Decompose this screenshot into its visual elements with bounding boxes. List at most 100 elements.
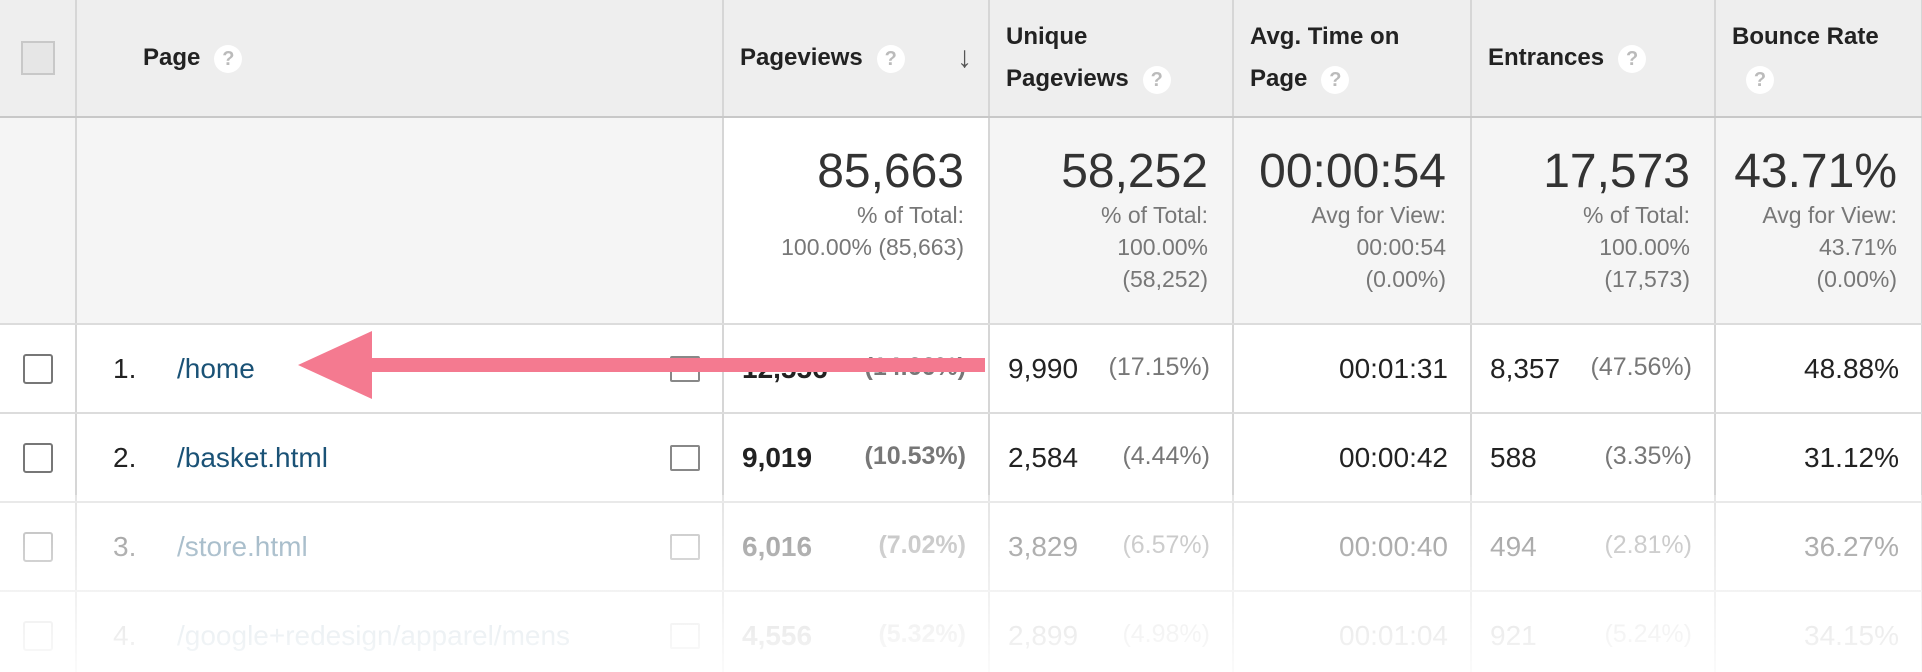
data-row: 4. /google+redesign/apparel/mens 4,556 (5.3… (0, 591, 1922, 672)
total-value: 43.71% (1734, 145, 1897, 198)
column-title: Unique Pageviews (1006, 23, 1129, 92)
metric-cell: 9,019 (10.53%) (723, 413, 990, 503)
metric-percent: (2.81%) (1604, 530, 1692, 559)
metric-wrap: 8,357 (47.56%) (1472, 353, 1714, 385)
metric-percent: (47.56%) (1590, 352, 1692, 381)
open-page-icon[interactable] (670, 444, 700, 471)
metric-value: 2,899 (1008, 619, 1079, 651)
metric-wrap: 2,584 (4.44%) (990, 442, 1232, 474)
metric-cell: 588 (3.35%) (1471, 413, 1716, 503)
page-cell: 3. /store.html (76, 502, 724, 592)
page-wrap: 4. /google+redesign/apparel/mens (77, 620, 722, 652)
total-detail: (17,573) (1604, 266, 1690, 292)
header-row: Page? Pageviews? ↓ Unique Pageviews? Avg. Ti… (0, 0, 1922, 118)
total-caption: % of Total: (1583, 202, 1690, 228)
metric-value: 6,016 (742, 530, 813, 562)
row-index: 3. (113, 530, 137, 562)
row-index: 1. (113, 352, 137, 384)
metric-cell: 494 (2.81%) (1471, 502, 1716, 592)
metric-percent: (14.66%) (864, 352, 966, 381)
metric-cell: 3,829 (6.57%) (989, 502, 1234, 592)
row-checkbox[interactable] (22, 531, 53, 562)
column-header[interactable]: Avg. Time on Page? (1233, 0, 1472, 118)
metric-wrap: 9,019 (10.53%) (724, 442, 988, 474)
row-checkbox[interactable] (22, 620, 53, 651)
time-cell: 00:01:04 (1233, 591, 1472, 672)
column-header[interactable]: Pageviews? ↓ (723, 0, 990, 118)
total-detail: (0.00%) (1816, 266, 1897, 292)
help-icon[interactable]: ? (1142, 65, 1171, 94)
column-header[interactable]: Unique Pageviews? (989, 0, 1234, 118)
checkbox-cell (0, 502, 77, 592)
metric-value: 921 (1490, 619, 1537, 651)
metric-value: 8,357 (1490, 352, 1561, 384)
select-all-checkbox[interactable] (20, 41, 55, 75)
metric-value: 9,019 (742, 441, 813, 473)
page-link[interactable]: /store.html (177, 530, 308, 562)
time-cell: 00:00:40 (1233, 502, 1472, 592)
total-detail: 100.00% (85,663) (781, 234, 964, 260)
page-link[interactable]: /home (177, 352, 255, 384)
column-header[interactable]: Entrances? (1471, 0, 1716, 118)
column-header[interactable]: Bounce Rate? (1715, 0, 1922, 118)
total-cell: 85,663 % of Total: 100.00% (85,663) (723, 117, 990, 325)
data-row: 2. /basket.html 9,019 (10.53%) 2,584 (4.44%) 0… (0, 413, 1922, 503)
total-caption: Avg for View: (1762, 202, 1897, 228)
total-value: 00:00:54 (1259, 145, 1446, 198)
metric-wrap: 9,990 (17.15%) (990, 353, 1232, 385)
metric-percent: (6.57%) (1122, 530, 1210, 559)
metric-percent: (10.53%) (864, 441, 966, 470)
metric-cell: 9,990 (17.15%) (989, 324, 1234, 414)
row-checkbox[interactable] (22, 442, 53, 473)
help-icon[interactable]: ? (1746, 65, 1774, 94)
metric-percent: (3.35%) (1604, 441, 1692, 470)
metric-cell: 4,556 (5.32%) (723, 591, 990, 672)
column-title: Page (143, 44, 201, 71)
totals-row: 85,663 % of Total: 100.00% (85,663) 58,252%… (0, 117, 1922, 325)
help-icon[interactable]: ? (1321, 65, 1350, 94)
metric-cell: 2,584 (4.44%) (989, 413, 1234, 503)
help-icon[interactable]: ? (214, 44, 243, 73)
column-title: Bounce Rate (1732, 23, 1879, 50)
metric-wrap: 921 (5.24%) (1472, 620, 1714, 652)
total-cell: 00:00:54 Avg for View: 00:00:54 (0.00%) (1233, 117, 1472, 325)
page-cell: 4. /google+redesign/apparel/mens (76, 591, 724, 672)
metric-wrap: 3,829 (6.57%) (990, 531, 1232, 563)
metric-value: 9,990 (1008, 352, 1079, 384)
help-icon[interactable]: ? (1618, 44, 1647, 73)
bounce-cell: 36.27% (1715, 502, 1922, 592)
page-wrap: 2. /basket.html (77, 442, 722, 474)
page-link[interactable]: /google+redesign/apparel/mens (177, 619, 571, 651)
total-caption: % of Total: (1101, 202, 1208, 228)
metric-percent: (7.02%) (878, 530, 966, 559)
help-icon[interactable]: ? (876, 44, 905, 73)
column-header[interactable]: Page? (76, 0, 724, 118)
data-row: 1. /home 12,556 (14.66%) 9,990 (17.15%) 00:01:… (0, 324, 1922, 414)
bounce-cell: 31.12% (1715, 413, 1922, 503)
time-cell: 00:00:42 (1233, 413, 1472, 503)
sort-arrow[interactable]: ↓ (957, 41, 972, 74)
empty-cell (0, 117, 77, 325)
open-page-icon[interactable] (670, 622, 700, 649)
total-detail: 00:00:54 (1356, 234, 1446, 260)
total-value: 17,573 (1543, 145, 1690, 198)
time-cell: 00:01:31 (1233, 324, 1472, 414)
page-wrap: 1. /home (77, 353, 722, 385)
column-title: Pageviews (740, 44, 863, 71)
open-page-icon[interactable] (670, 533, 700, 560)
total-cell: 43.71% Avg for View: 43.71% (0.00%) (1715, 117, 1922, 325)
metric-cell: 921 (5.24%) (1471, 591, 1716, 672)
metric-wrap: 4,556 (5.32%) (724, 620, 988, 652)
open-page-icon[interactable] (670, 355, 700, 382)
row-checkbox[interactable] (22, 353, 53, 384)
total-detail: 100.00% (1599, 234, 1690, 260)
metric-cell: 6,016 (7.02%) (723, 502, 990, 592)
time-value: 00:01:04 (1339, 619, 1448, 651)
total-detail: 43.71% (1818, 234, 1897, 260)
metric-percent: (5.24%) (1604, 619, 1692, 648)
bounce-value: 48.88% (1804, 352, 1899, 384)
metric-cell: 2,899 (4.98%) (989, 591, 1234, 672)
total-value: 58,252 (1061, 145, 1208, 198)
page-link[interactable]: /basket.html (177, 441, 328, 473)
